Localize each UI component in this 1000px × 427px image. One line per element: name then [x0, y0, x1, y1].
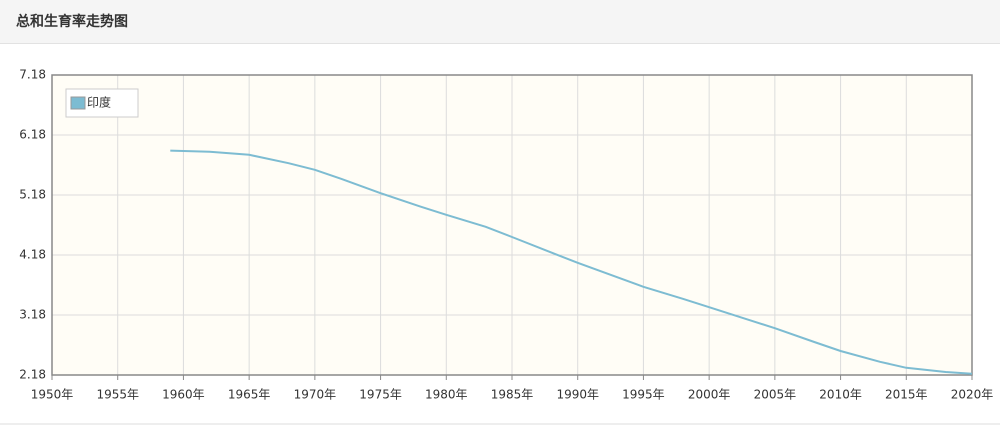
- x-tick-label: 1970年: [294, 388, 337, 402]
- x-tick-label: 2000年: [688, 388, 731, 402]
- y-tick-label: 3.18: [19, 308, 46, 322]
- legend-label: 印度: [87, 95, 111, 110]
- plot-border: [51, 74, 973, 376]
- x-tick-label: 2010年: [819, 388, 862, 402]
- y-tick-label: 6.18: [19, 128, 46, 142]
- x-tick-label: 1990年: [556, 388, 599, 402]
- x-tick-label: 1955年: [96, 388, 139, 402]
- x-tick-label: 1975年: [359, 388, 402, 402]
- panel-title: 总和生育率走势图: [16, 14, 128, 30]
- x-tick-label: 2015年: [885, 388, 928, 402]
- x-tick-label: 1965年: [228, 388, 271, 402]
- chart: 2.18 3.18 4.18 5.18 6.18 7.18 1950年 1955年 1960年 1…: [0, 68, 1000, 425]
- y-tick-label: 7.18: [19, 68, 46, 82]
- panel-header: 总和生育率走势图: [0, 0, 1000, 44]
- x-tick-label: 1985年: [491, 388, 534, 402]
- x-tick-label: 2005年: [754, 388, 797, 402]
- x-tick-label: 2020年: [951, 388, 994, 402]
- y-tick-label: 4.18: [19, 248, 46, 262]
- x-tick-label: 1995年: [622, 388, 665, 402]
- y-tick-label: 2.18: [19, 368, 46, 382]
- legend-swatch: [70, 96, 86, 110]
- x-tick-label: 1950年: [31, 388, 74, 402]
- data-line: [170, 149, 973, 375]
- y-tick-label: 5.18: [19, 188, 46, 202]
- x-tick-label: 1960年: [162, 388, 205, 402]
- x-tick-label: 1980年: [425, 388, 468, 402]
